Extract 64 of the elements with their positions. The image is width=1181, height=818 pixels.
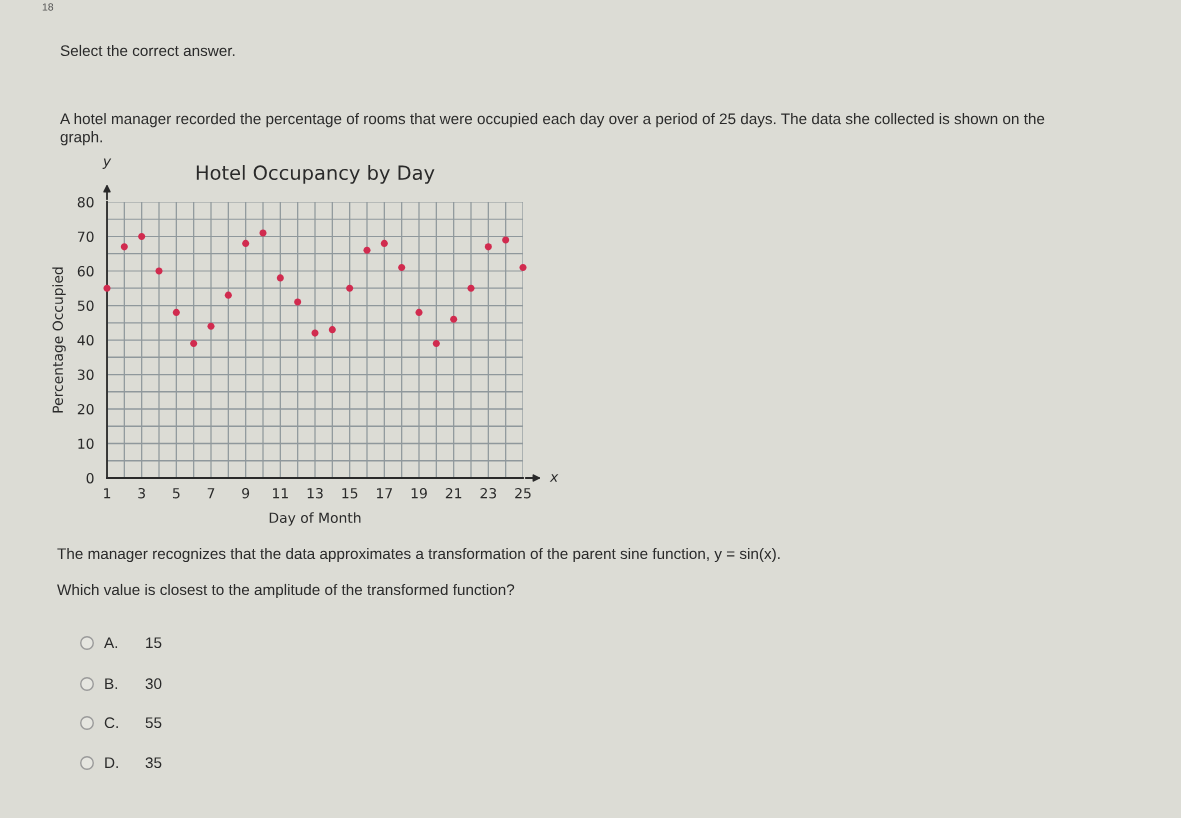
text: C. [104,717,118,729]
text: A hotel manager recorded the percentage of rooms that were occupied each day over a period of 25 days. The data she collected is shown on the graph. [60,113,1045,146]
point [242,239,250,247]
point [415,308,423,316]
point [519,264,527,272]
point [380,239,388,247]
point [190,339,198,347]
text: 15 [146,637,162,649]
x-tick-label: 9 [242,487,250,499]
y-tick-label: 0 [86,472,94,484]
point [155,267,163,275]
point [276,274,284,282]
point [138,232,146,241]
x-tick-label: 25 [515,487,531,499]
y-tick-label: 30 [77,369,94,380]
point [363,246,371,254]
point [432,339,440,347]
y-tick-label: 60 [77,265,94,277]
text: 35 [145,757,162,769]
point [311,329,319,337]
point [502,236,510,244]
text: B. [105,678,118,689]
x-tick-label: 19 [411,487,427,499]
x-tick-label: 11 [273,488,288,499]
point [120,243,128,251]
x-tick-label: 5 [172,488,180,499]
text: Which value is closest to the amplitude of the transformed function? [57,583,515,599]
text: 18 [42,3,54,11]
x-tick-label: 3 [138,487,145,499]
text: D. [105,757,118,768]
point [450,315,458,323]
text: x [549,474,559,482]
y-tick-label: 20 [77,403,94,415]
point [224,291,232,299]
y-tick-label: 40 [77,334,94,346]
x-tick-label: 21 [445,487,462,499]
point [328,326,336,334]
x-tick-label: 13 [307,487,323,499]
text: 30 [145,678,162,690]
x-tick-label: 17 [377,488,392,499]
point [172,308,180,316]
point [398,264,406,272]
x-tick-label: 1 [104,488,111,499]
text: A. [104,637,118,648]
y-tick-label: 50 [77,300,94,311]
y-tick-label: 10 [78,438,94,449]
y-tick-label: 70 [77,231,94,242]
x-axis-title: Day of Month [269,512,361,526]
y-tick-label: 80 [77,196,94,208]
point [207,322,215,330]
x-tick-label: 15 [342,488,358,499]
text: y [102,158,112,169]
point [103,284,111,292]
chart-title: Hotel Occupancy by Day [196,165,435,184]
point [346,284,354,292]
x-tick-label: 23 [480,487,497,499]
y-axis-title: Percentage Occupied [52,267,66,413]
point [484,243,492,251]
text: 55 [145,717,162,729]
point [294,298,302,306]
text: The manager recognizes that the data approximates a transformation of the parent sine function, y = sin(x). [57,547,780,563]
text: Select the correct answer. [60,44,235,57]
x-tick-label: 7 [207,488,215,499]
point [467,284,475,292]
